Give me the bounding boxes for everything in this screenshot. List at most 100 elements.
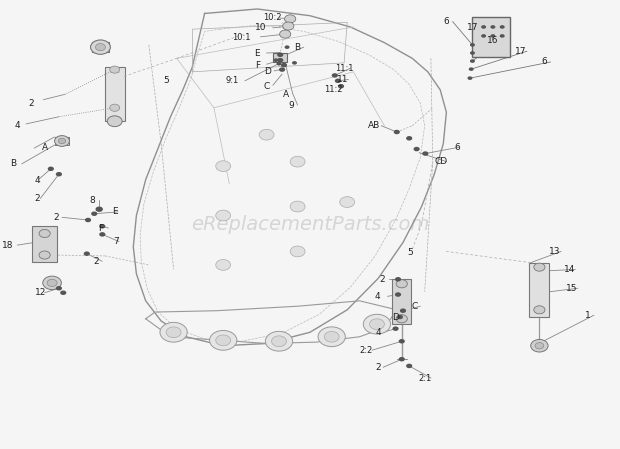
Text: 4: 4 xyxy=(14,121,20,130)
Text: 2: 2 xyxy=(53,213,59,222)
Circle shape xyxy=(340,197,355,207)
Bar xyxy=(273,53,287,62)
Text: B: B xyxy=(11,159,17,168)
Circle shape xyxy=(272,336,286,347)
Circle shape xyxy=(363,314,391,334)
Circle shape xyxy=(99,232,105,237)
Circle shape xyxy=(285,15,296,23)
Text: 5: 5 xyxy=(407,248,414,257)
Text: 17: 17 xyxy=(467,23,478,32)
Circle shape xyxy=(85,218,91,222)
Text: 10:1: 10:1 xyxy=(232,33,251,42)
Circle shape xyxy=(47,279,57,286)
Text: C: C xyxy=(264,82,270,91)
Circle shape xyxy=(370,319,384,330)
Circle shape xyxy=(107,116,122,127)
Text: 4: 4 xyxy=(374,292,380,301)
Circle shape xyxy=(395,277,401,282)
Text: 11:1: 11:1 xyxy=(335,64,353,73)
Circle shape xyxy=(397,315,403,319)
Circle shape xyxy=(470,51,475,55)
Text: eReplacementParts.com: eReplacementParts.com xyxy=(191,215,429,234)
Bar xyxy=(472,17,510,57)
Text: 2: 2 xyxy=(34,194,40,203)
Circle shape xyxy=(490,25,495,29)
Circle shape xyxy=(110,66,120,73)
Text: 17: 17 xyxy=(515,47,526,56)
Bar xyxy=(392,279,411,324)
Circle shape xyxy=(166,327,181,338)
Circle shape xyxy=(259,129,274,140)
Circle shape xyxy=(500,25,505,29)
Circle shape xyxy=(534,306,545,314)
Circle shape xyxy=(394,130,400,134)
Text: 5: 5 xyxy=(163,76,169,85)
Text: 2: 2 xyxy=(28,99,34,108)
Circle shape xyxy=(39,229,50,238)
Circle shape xyxy=(324,331,339,342)
Text: 4: 4 xyxy=(375,328,381,337)
Circle shape xyxy=(39,251,50,259)
Circle shape xyxy=(280,30,291,38)
Text: 2: 2 xyxy=(379,275,386,284)
Text: E: E xyxy=(254,49,260,58)
Circle shape xyxy=(400,308,406,313)
Circle shape xyxy=(160,322,187,342)
Circle shape xyxy=(56,172,62,176)
Circle shape xyxy=(392,326,399,331)
Circle shape xyxy=(399,339,405,343)
Circle shape xyxy=(216,260,231,270)
Text: 12: 12 xyxy=(35,288,46,297)
Circle shape xyxy=(110,104,120,111)
Text: 9: 9 xyxy=(288,101,294,110)
Circle shape xyxy=(48,167,54,171)
Circle shape xyxy=(531,339,548,352)
Text: 11: 11 xyxy=(337,75,348,84)
Text: C: C xyxy=(411,302,417,311)
Text: D: D xyxy=(392,313,399,322)
Text: 10: 10 xyxy=(255,23,266,32)
Text: 14: 14 xyxy=(564,265,575,274)
Circle shape xyxy=(216,210,231,221)
Circle shape xyxy=(406,364,412,368)
Circle shape xyxy=(273,58,278,62)
Circle shape xyxy=(481,25,486,29)
Circle shape xyxy=(290,156,305,167)
Circle shape xyxy=(469,67,474,71)
Circle shape xyxy=(56,286,62,291)
Circle shape xyxy=(335,79,341,83)
Circle shape xyxy=(470,59,475,63)
Circle shape xyxy=(395,292,401,297)
Circle shape xyxy=(91,40,110,54)
Text: 6: 6 xyxy=(541,57,547,66)
Circle shape xyxy=(399,357,405,361)
Text: CD: CD xyxy=(435,157,448,166)
Text: 2:1: 2:1 xyxy=(418,374,432,383)
Circle shape xyxy=(279,67,285,72)
Circle shape xyxy=(95,44,105,51)
Text: F: F xyxy=(255,61,260,70)
Text: F: F xyxy=(99,224,104,233)
Text: E: E xyxy=(112,207,118,216)
Text: 7: 7 xyxy=(113,237,120,246)
Text: D: D xyxy=(264,67,272,76)
Circle shape xyxy=(414,147,420,151)
Circle shape xyxy=(277,58,283,62)
Text: 8: 8 xyxy=(89,196,95,205)
Circle shape xyxy=(290,201,305,212)
Circle shape xyxy=(285,45,290,49)
Circle shape xyxy=(216,161,231,172)
Circle shape xyxy=(396,315,407,323)
Text: 2:2: 2:2 xyxy=(359,346,373,355)
Text: 11:2: 11:2 xyxy=(324,85,343,94)
Circle shape xyxy=(292,61,297,65)
Circle shape xyxy=(490,34,495,38)
Bar xyxy=(32,226,57,262)
Circle shape xyxy=(470,43,475,47)
Text: 2: 2 xyxy=(93,257,99,266)
Text: AB: AB xyxy=(368,121,381,130)
Text: 13: 13 xyxy=(549,247,560,256)
Circle shape xyxy=(534,263,545,271)
Text: A: A xyxy=(283,90,290,99)
Text: 6: 6 xyxy=(454,143,461,152)
